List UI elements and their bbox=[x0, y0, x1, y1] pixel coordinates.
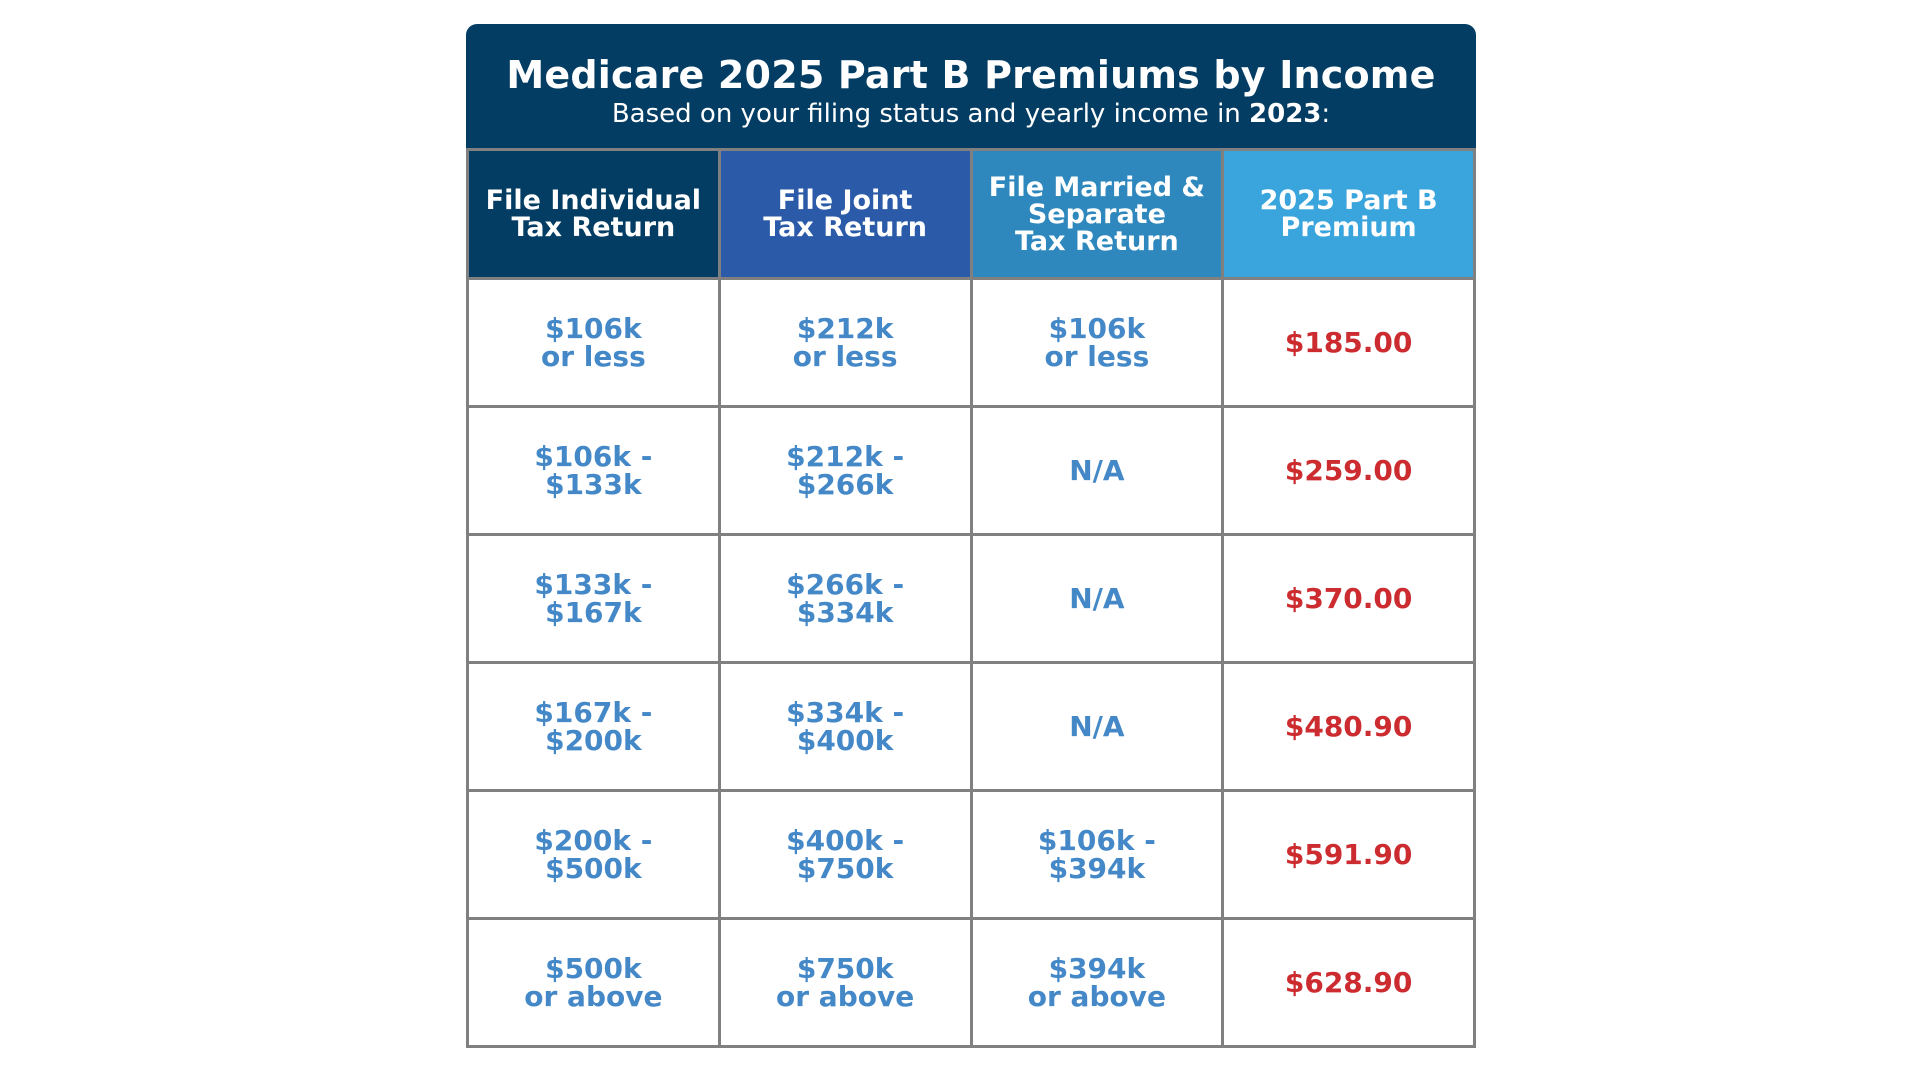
column-header-joint: File Joint Tax Return bbox=[717, 148, 973, 280]
table-row: $200k - $500k $400k - $750k $106k - $394… bbox=[466, 789, 1476, 920]
table-row: $500k or above $750k or above $394k or a… bbox=[466, 917, 1476, 1048]
joint-income-cell: $334k - $400k bbox=[717, 661, 973, 792]
page-title: Medicare 2025 Part B Premiums by Income bbox=[506, 53, 1436, 97]
premium-cell: $259.00 bbox=[1221, 405, 1476, 536]
table-row: $133k - $167k $266k - $334k N/A $370.00 bbox=[466, 533, 1476, 664]
table-row: $106k - $133k $212k - $266k N/A $259.00 bbox=[466, 405, 1476, 536]
joint-income-cell: $750k or above bbox=[717, 917, 973, 1048]
separate-income-cell: $106k - $394k bbox=[969, 789, 1225, 920]
separate-income-cell: $106k or less bbox=[969, 277, 1225, 408]
joint-income-cell: $266k - $334k bbox=[717, 533, 973, 664]
premium-cell: $480.90 bbox=[1221, 661, 1476, 792]
premiums-card: Medicare 2025 Part B Premiums by Income … bbox=[466, 24, 1476, 1048]
individual-income-cell: $500k or above bbox=[466, 917, 721, 1048]
individual-income-cell: $133k - $167k bbox=[466, 533, 721, 664]
page-subtitle: Based on your filing status and yearly i… bbox=[466, 99, 1476, 129]
premium-cell: $591.90 bbox=[1221, 789, 1476, 920]
premium-cell: $628.90 bbox=[1221, 917, 1476, 1048]
table-header-row: File Individual Tax Return File Joint Ta… bbox=[466, 148, 1476, 280]
individual-income-cell: $200k - $500k bbox=[466, 789, 721, 920]
individual-income-cell: $167k - $200k bbox=[466, 661, 721, 792]
column-header-separate: File Married & Separate Tax Return bbox=[969, 148, 1225, 280]
column-header-individual: File Individual Tax Return bbox=[466, 148, 721, 280]
joint-income-cell: $400k - $750k bbox=[717, 789, 973, 920]
joint-income-cell: $212k or less bbox=[717, 277, 973, 408]
separate-income-cell: N/A bbox=[969, 533, 1225, 664]
subtitle-text: Based on your filing status and yearly i… bbox=[611, 99, 1250, 129]
table-row: $106k or less $212k or less $106k or les… bbox=[466, 277, 1476, 408]
individual-income-cell: $106k or less bbox=[466, 277, 721, 408]
column-header-premium: 2025 Part B Premium bbox=[1221, 148, 1476, 280]
table-row: $167k - $200k $334k - $400k N/A $480.90 bbox=[466, 661, 1476, 792]
separate-income-cell: N/A bbox=[969, 661, 1225, 792]
subtitle-suffix: : bbox=[1321, 99, 1331, 129]
individual-income-cell: $106k - $133k bbox=[466, 405, 721, 536]
separate-income-cell: N/A bbox=[969, 405, 1225, 536]
premium-cell: $185.00 bbox=[1221, 277, 1476, 408]
title-bar: Medicare 2025 Part B Premiums by Income … bbox=[466, 24, 1476, 148]
joint-income-cell: $212k - $266k bbox=[717, 405, 973, 536]
premiums-table: File Individual Tax Return File Joint Ta… bbox=[466, 148, 1476, 1048]
premium-cell: $370.00 bbox=[1221, 533, 1476, 664]
subtitle-year: 2023 bbox=[1249, 99, 1322, 129]
separate-income-cell: $394k or above bbox=[969, 917, 1225, 1048]
